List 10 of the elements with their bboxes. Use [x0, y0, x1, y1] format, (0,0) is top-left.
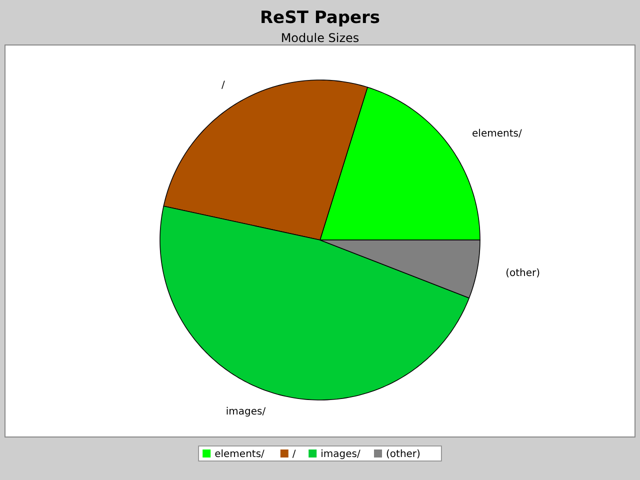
slice-label: /	[222, 80, 226, 91]
legend-label: elements/	[214, 449, 266, 460]
legend-label: images/	[320, 449, 361, 460]
chart-subtitle: Module Sizes	[280, 31, 360, 45]
legend-label: (other)	[386, 449, 421, 460]
slice-label: elements/	[472, 128, 522, 140]
slice-label: images/	[226, 406, 266, 418]
slice-label: (other)	[506, 268, 540, 279]
legend-label: /	[292, 449, 296, 460]
chart-title: ReST Papers	[260, 8, 380, 28]
